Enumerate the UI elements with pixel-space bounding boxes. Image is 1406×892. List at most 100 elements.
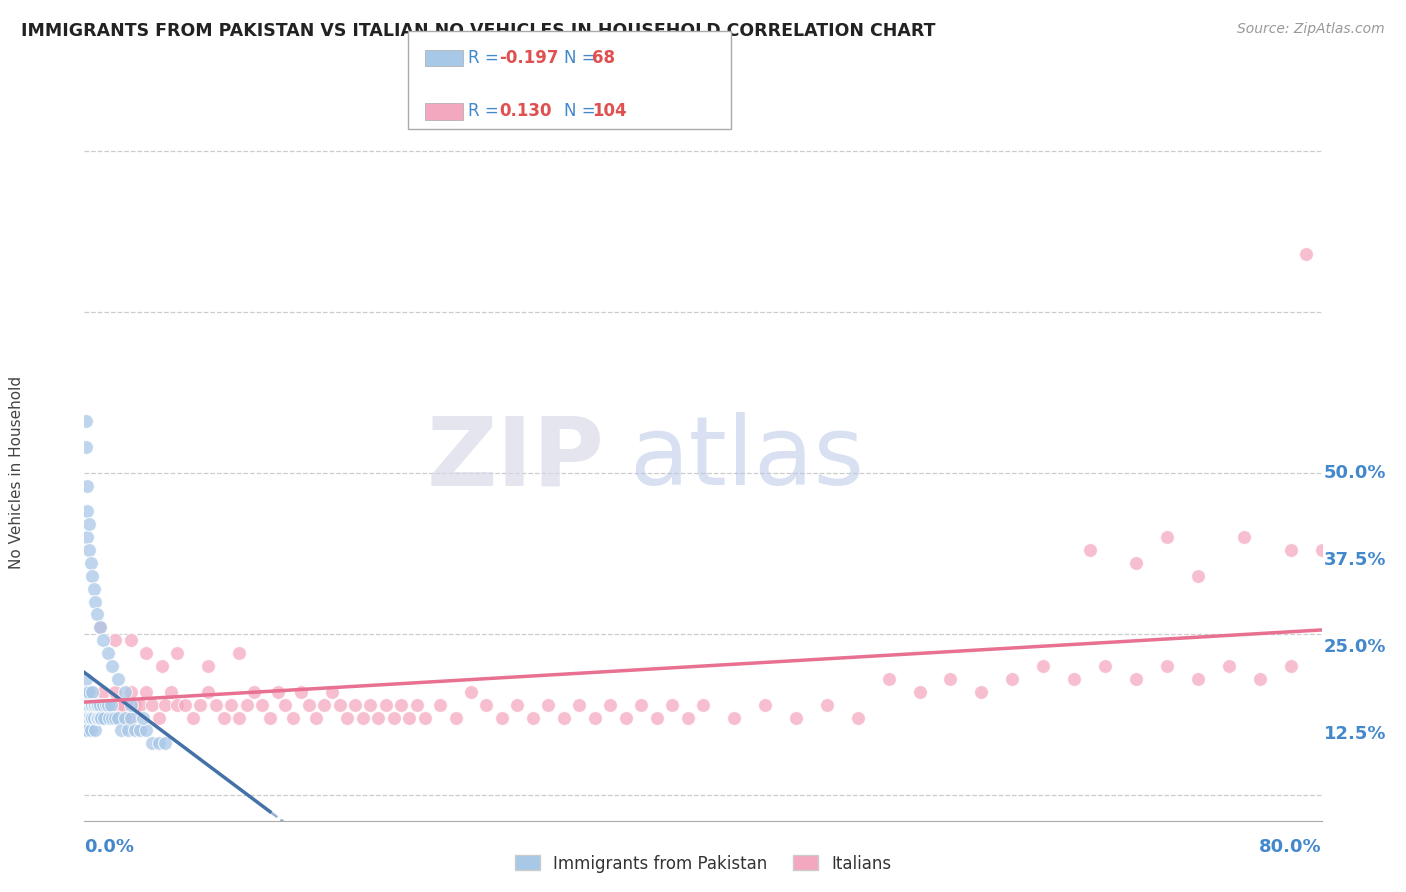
Point [96,646,118,660]
Point [1063,672,1085,686]
Point [124,698,146,712]
Point [1249,672,1271,686]
Point [174,698,197,712]
Point [82,710,104,724]
Point [846,710,869,724]
Point [281,710,305,724]
Point [360,698,382,712]
Point [460,685,482,699]
Point [166,698,188,712]
Point [141,736,163,750]
Text: 68: 68 [592,49,614,67]
Point [166,646,188,660]
Point [101,710,124,724]
Point [522,710,544,724]
Point [82,698,104,712]
Text: 37.5%: 37.5% [1324,550,1386,569]
Point [75,698,97,712]
Point [104,710,127,724]
Point [537,698,560,712]
Point [197,659,219,673]
Text: ZIP: ZIP [426,412,605,506]
Point [205,698,228,712]
Point [877,672,900,686]
Point [568,698,591,712]
Point [84,594,107,608]
Point [219,698,242,712]
Point [84,698,107,712]
Point [692,698,714,712]
Point [117,710,139,724]
Point [75,710,97,724]
Point [76,710,98,724]
Point [153,736,176,750]
Point [83,582,105,596]
Point [75,685,97,699]
Text: No Vehicles in Household: No Vehicles in Household [10,376,24,569]
Point [1125,672,1147,686]
Point [86,607,108,622]
Point [290,685,312,699]
Point [75,414,97,428]
Text: 0.130: 0.130 [499,103,551,120]
Point [83,698,105,712]
Point [104,685,127,699]
Point [76,723,98,738]
Point [89,698,111,712]
Point [91,698,114,712]
Point [343,698,366,712]
Point [228,710,250,724]
Point [1078,543,1101,558]
Point [135,723,157,738]
Point [77,517,100,532]
Point [101,659,124,673]
Text: N =: N = [564,103,600,120]
Point [413,710,436,724]
Point [120,710,142,724]
Text: R =: R = [468,49,505,67]
Point [75,723,97,738]
Point [212,710,235,724]
Point [129,723,152,738]
Point [89,710,111,724]
Point [197,685,219,699]
Point [614,710,637,724]
Point [491,710,513,724]
Point [107,710,129,724]
Point [120,633,142,648]
Text: 25.0%: 25.0% [1324,638,1386,656]
Point [86,710,108,724]
Text: IMMIGRANTS FROM PAKISTAN VS ITALIAN NO VEHICLES IN HOUSEHOLD CORRELATION CHART: IMMIGRANTS FROM PAKISTAN VS ITALIAN NO V… [21,22,935,40]
Point [89,620,111,634]
Point [970,685,993,699]
Point [75,440,97,454]
Point [815,698,838,712]
Point [1218,659,1240,673]
Point [312,698,335,712]
Point [107,698,129,712]
Point [1094,659,1116,673]
Point [107,672,129,686]
Point [181,710,204,724]
Point [148,736,170,750]
Point [785,710,807,724]
Text: 50.0%: 50.0% [1324,464,1386,482]
Point [86,698,108,712]
Point [676,710,699,724]
Point [153,698,176,712]
Point [475,698,498,712]
Point [1279,543,1302,558]
Point [89,710,111,724]
Point [76,685,98,699]
Point [160,685,183,699]
Point [129,698,152,712]
Point [723,710,745,724]
Point [98,710,121,724]
Point [79,556,101,570]
Point [77,685,100,699]
Point [141,698,163,712]
Point [124,723,146,738]
Point [82,685,104,699]
Point [1233,530,1256,544]
Point [405,698,427,712]
